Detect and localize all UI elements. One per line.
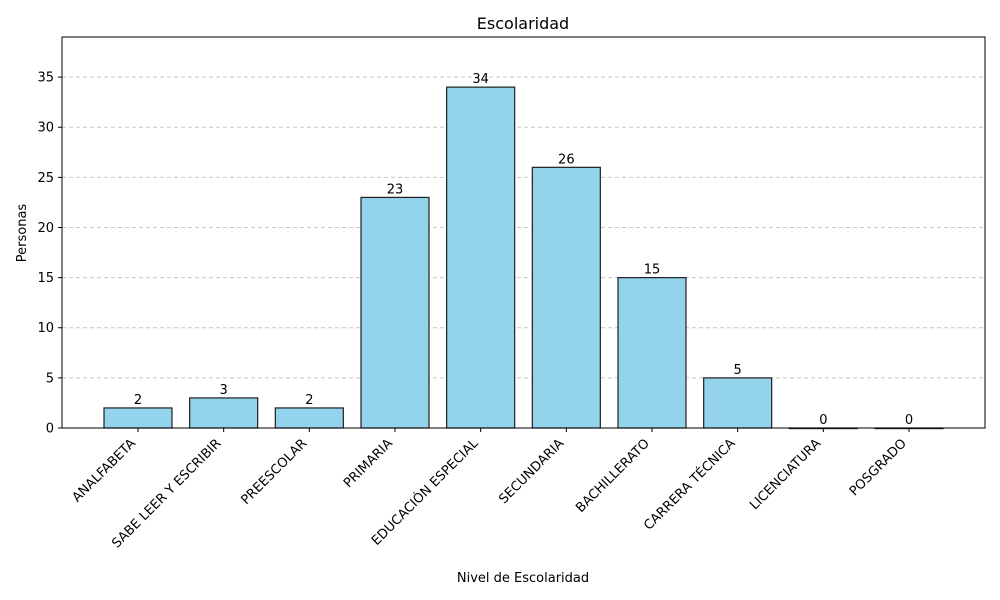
x-tick-label: LICENCIATURA [747, 436, 824, 513]
bar [103, 407, 173, 429]
data-label: 3 [220, 383, 228, 398]
chart-title: Escolaridad [477, 14, 569, 33]
x-tick-label: POSGRADO [847, 436, 910, 499]
bars [103, 86, 944, 430]
data-label: 2 [305, 393, 313, 408]
x-tick-label: BACHILLERATO [573, 436, 653, 516]
data-label: 2 [134, 393, 142, 408]
y-tick-label: 10 [37, 321, 54, 336]
bar [531, 166, 601, 429]
data-label: 5 [734, 363, 742, 378]
bar [274, 407, 344, 429]
y-axis-ticks: 0 5 10 15 20 25 30 35 [37, 71, 62, 437]
y-tick-label: 20 [37, 221, 54, 236]
bar [189, 397, 259, 429]
y-tick-label: 0 [46, 422, 54, 437]
x-tick-label: PREESCOLAR [239, 436, 311, 508]
y-tick-label: 15 [37, 271, 54, 286]
data-label: 15 [644, 263, 661, 278]
x-axis-label: Nivel de Escolaridad [457, 571, 589, 586]
bar [703, 377, 773, 429]
bar [617, 277, 687, 429]
x-tick-label: ANALFABETA [70, 436, 139, 505]
y-tick-label: 5 [46, 371, 54, 386]
grid-lines [62, 76, 985, 379]
data-label: 23 [387, 182, 404, 197]
y-tick-label: 35 [37, 71, 54, 86]
y-axis-label: Personas [15, 204, 30, 263]
bar [360, 196, 430, 429]
data-label: 0 [819, 413, 827, 428]
y-tick-label: 25 [37, 171, 54, 186]
data-label: 0 [905, 413, 913, 428]
x-tick-label: PRIMARIA [341, 436, 396, 491]
data-label: 34 [472, 72, 489, 87]
plot-frame [61, 36, 986, 429]
y-tick-label: 30 [37, 121, 54, 136]
x-tick-label: SECUNDARIA [496, 436, 567, 507]
x-tick-label: CARRERA TÉCNICA [641, 435, 739, 533]
data-label: 26 [558, 152, 575, 167]
bar [446, 86, 516, 429]
